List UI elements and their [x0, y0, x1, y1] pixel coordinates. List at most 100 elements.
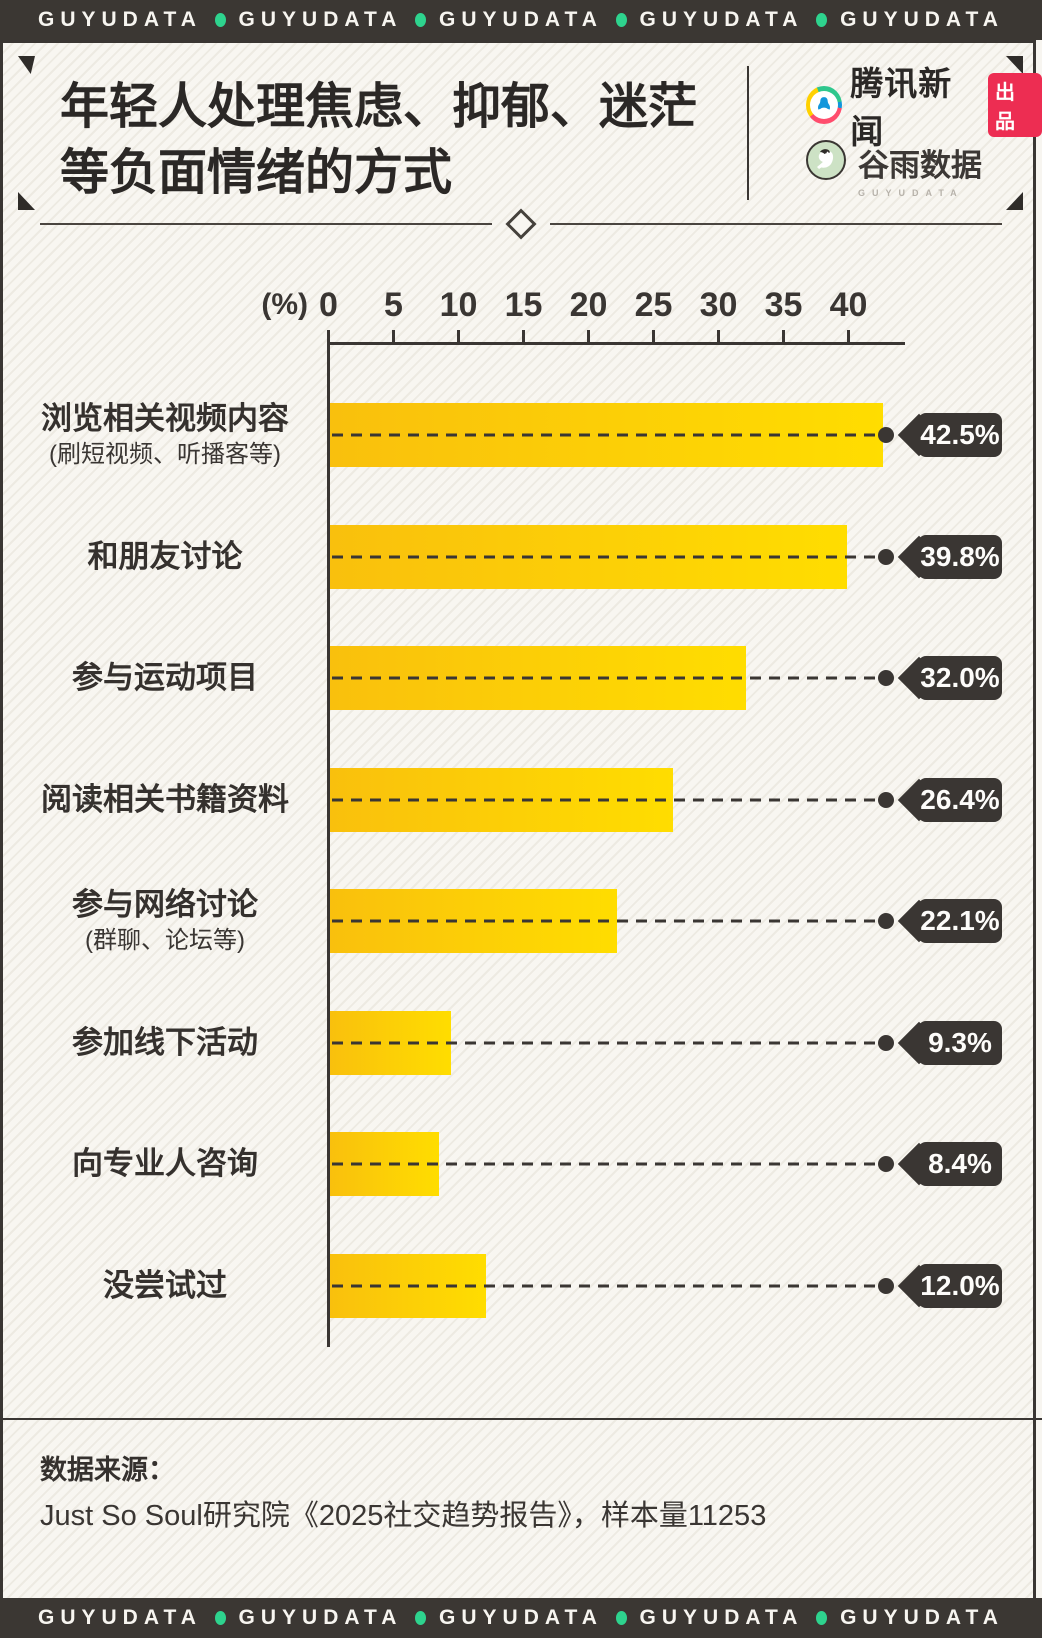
- tencent-logo-ring-icon: [806, 86, 843, 124]
- value-tag-body: [918, 413, 1002, 457]
- banner-brand-text: GUYUDATA: [38, 8, 202, 31]
- value-tag-body: [918, 1264, 1002, 1308]
- tencent-news-label: 腾讯新闻: [850, 65, 953, 150]
- axis-tick-mark: [457, 330, 460, 343]
- bar-category-main-text: 参加线下活动: [72, 1025, 258, 1060]
- banner-brand-text: GUYUDATA: [840, 8, 1004, 31]
- bar-category-sub-text: (刷短视频、听播客等): [49, 441, 281, 468]
- bar-category-main-text: 浏览相关视频内容: [41, 401, 289, 436]
- bar-category-main-text: 参与运动项目: [72, 660, 258, 695]
- value-tag-text: 26.4%: [920, 784, 1000, 815]
- tag-dot-icon: [878, 427, 894, 443]
- bar-category-label: 参与网络讨论 (群聊、论坛等): [18, 886, 312, 956]
- leader-dashed-line: [332, 676, 878, 680]
- banner-dot-icon: [415, 13, 427, 27]
- bottom-banner: GUYUDATA GUYUDATA GUYUDATA GUYUDATA GUYUDATA: [0, 1598, 1042, 1638]
- chupin-badge: 出品: [987, 73, 1042, 137]
- guyu-data-sublabel: GUYUDATA: [858, 188, 964, 198]
- footer-separator: [0, 1418, 1042, 1420]
- value-tag-text: 32.0%: [920, 662, 1000, 693]
- banner-brand-text: GUYUDATA: [439, 1606, 603, 1629]
- tencent-news-logo: 腾讯新闻 出品: [806, 65, 1042, 150]
- axis-tick-mark: [587, 330, 590, 343]
- value-tag: 22.1%: [896, 899, 1002, 943]
- leader-dashed-line: [332, 433, 878, 437]
- leader-dashed-line: [332, 798, 878, 802]
- banner-dot-icon: [816, 1611, 828, 1625]
- source-label: 数据来源：: [40, 1455, 175, 1485]
- tag-dot-icon: [878, 670, 894, 686]
- axis-tick-mark: [717, 330, 720, 343]
- value-tag-text: 42.5%: [920, 419, 1000, 450]
- tag-dot-icon: [878, 549, 894, 565]
- axis-tick-label: 5: [384, 286, 403, 324]
- axis-tick-mark: [392, 330, 395, 343]
- bar-category-label: 参加线下活动: [18, 1024, 312, 1062]
- banner-dot-icon: [615, 13, 627, 27]
- bar-category-main-text: 阅读相关书籍资料: [41, 782, 289, 817]
- page-title-line2: 等负面情绪的方式: [60, 146, 453, 200]
- axis-line-vertical: [327, 342, 330, 1347]
- axis-tick-mark: [522, 330, 525, 343]
- value-tag-body: [918, 1021, 1002, 1065]
- axis-tick-label: 0: [319, 286, 338, 324]
- banner-brand-text: GUYUDATA: [238, 8, 403, 31]
- tag-dot-icon: [878, 792, 894, 808]
- tag-dot-icon: [878, 1156, 894, 1172]
- bar-category-main-text: 没尝试过: [103, 1268, 227, 1303]
- guyu-data-label: 谷雨数据: [858, 148, 982, 183]
- guyu-text-block: 谷雨数据 GUYUDATA: [858, 140, 982, 198]
- axis-tick-label: 35: [764, 286, 803, 324]
- banner-dot-icon: [214, 13, 226, 27]
- banner-brand-text: GUYUDATA: [639, 8, 804, 31]
- leader-dashed-line: [332, 1284, 878, 1288]
- banner-brand-text: GUYUDATA: [238, 1606, 403, 1629]
- banner-dot-icon: [615, 1611, 627, 1625]
- bar-category-main-text: 和朋友讨论: [87, 539, 243, 574]
- value-tag-text: 9.3%: [928, 1027, 992, 1058]
- value-tag: 42.5%: [896, 413, 1002, 457]
- value-tag-text: 8.4%: [928, 1148, 992, 1179]
- header-divider-left: [40, 223, 492, 225]
- header-vertical-divider: [747, 66, 749, 200]
- leader-dashed-line: [332, 919, 878, 923]
- tag-dot-icon: [878, 913, 894, 929]
- page-title-line1: 年轻人处理焦虑、抑郁、迷茫: [60, 80, 698, 134]
- bar-category-main-text: 参与网络讨论: [72, 887, 258, 922]
- tag-dot-icon: [878, 1278, 894, 1294]
- value-tag-body: [918, 656, 1002, 700]
- axis-unit-label: (%): [261, 288, 308, 321]
- value-tag: 32.0%: [896, 656, 1002, 700]
- value-tag-body: [918, 1142, 1002, 1186]
- value-tag-body: [918, 899, 1002, 943]
- page-title: 年轻人处理焦虑、抑郁、迷茫 等负面情绪的方式: [60, 74, 697, 206]
- bar-category-label: 参与运动项目: [18, 659, 312, 697]
- axis-line-horizontal: [327, 342, 905, 345]
- leader-dashed-line: [332, 1041, 878, 1045]
- guyu-bird-icon: [806, 140, 846, 180]
- axis-tick-label: 30: [699, 286, 738, 324]
- value-tag: 9.3%: [896, 1021, 1002, 1065]
- bar-category-label: 向专业人咨询: [18, 1145, 312, 1183]
- banner-dot-icon: [214, 1611, 226, 1625]
- value-tag: 26.4%: [896, 778, 1002, 822]
- bar-category-label: 和朋友讨论: [18, 538, 312, 576]
- value-tag: 8.4%: [896, 1142, 1002, 1186]
- value-tag: 39.8%: [896, 535, 1002, 579]
- axis-tick-label: 25: [634, 286, 673, 324]
- guyu-data-logo: 谷雨数据 GUYUDATA: [806, 140, 982, 198]
- bar-category-label: 阅读相关书籍资料: [18, 781, 312, 819]
- value-tag-text: 39.8%: [920, 541, 1000, 572]
- bar-category-sub-text: (群聊、论坛等): [85, 927, 245, 954]
- axis-tick-label: 15: [504, 286, 543, 324]
- banner-brand-text: GUYUDATA: [639, 1606, 804, 1629]
- value-tag-body: [918, 535, 1002, 579]
- axis-tick-label: 20: [569, 286, 608, 324]
- axis-tick-mark: [327, 330, 330, 343]
- bar-category-label: 浏览相关视频内容 (刷短视频、听播客等): [18, 400, 312, 470]
- banner-brand-text: GUYUDATA: [439, 8, 603, 31]
- tencent-penguin-icon: [810, 91, 839, 119]
- value-tag-text: 22.1%: [920, 905, 1000, 936]
- bar-category-main-text: 向专业人咨询: [72, 1146, 258, 1181]
